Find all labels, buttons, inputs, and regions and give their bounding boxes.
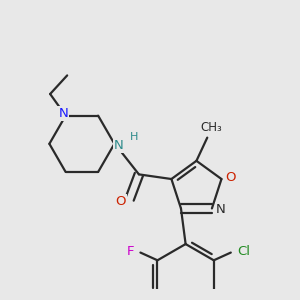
Text: F: F — [127, 244, 134, 257]
Text: N: N — [114, 140, 124, 152]
Text: N: N — [58, 107, 68, 120]
Text: CH₃: CH₃ — [200, 121, 222, 134]
Text: Cl: Cl — [237, 244, 250, 257]
Text: H: H — [130, 132, 138, 142]
Text: N: N — [216, 203, 226, 217]
Text: O: O — [225, 171, 236, 184]
Text: O: O — [116, 195, 126, 208]
